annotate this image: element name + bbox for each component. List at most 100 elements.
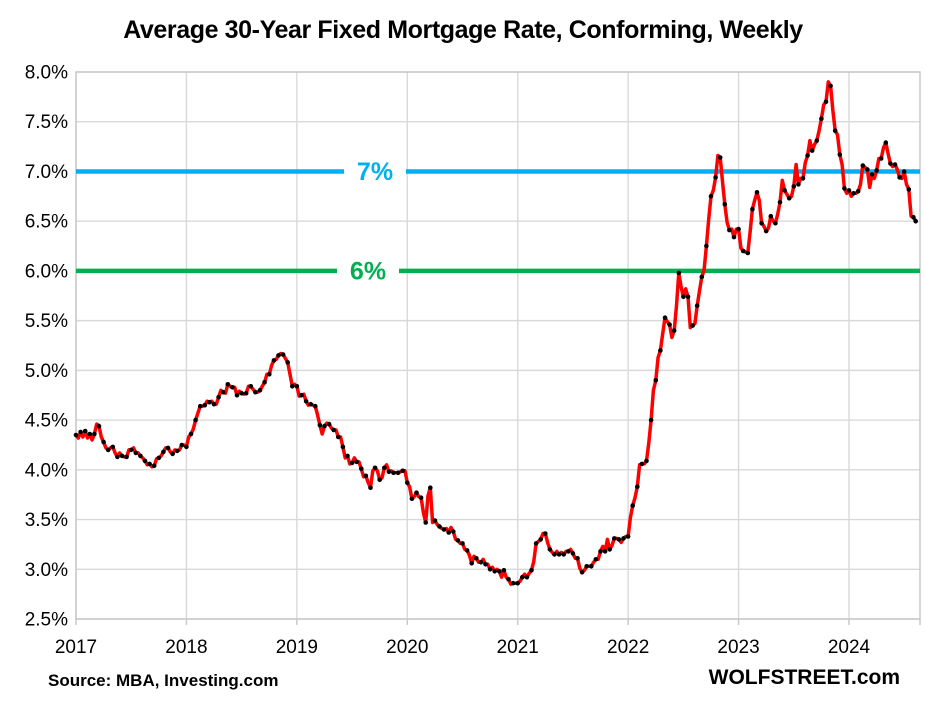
rate-marker [547, 547, 553, 552]
rate-marker [248, 384, 254, 389]
rate-marker [579, 570, 585, 575]
rate-marker [846, 188, 852, 193]
x-axis-label: 2018 [165, 637, 207, 658]
rate-marker [529, 568, 534, 573]
rate-marker [428, 485, 433, 491]
rate-marker [317, 422, 323, 428]
rate-marker [589, 564, 594, 569]
rate-marker [174, 448, 180, 454]
rate-marker [230, 385, 235, 390]
rate-marker [694, 303, 700, 309]
rate-marker [128, 447, 134, 453]
rate-marker [681, 294, 686, 300]
rate-marker [474, 556, 479, 561]
rate-marker [243, 390, 249, 396]
rate-marker [561, 552, 566, 557]
rate-marker [197, 403, 203, 409]
rate-marker [501, 568, 507, 573]
rate-marker [285, 360, 291, 365]
rate-marker [92, 431, 97, 437]
rate-marker [851, 191, 856, 196]
rate-marker [271, 358, 277, 363]
rate-marker [441, 527, 447, 532]
rate-marker [786, 196, 792, 201]
rate-marker [791, 184, 797, 189]
rate-marker [280, 352, 286, 357]
rate-marker [745, 250, 751, 256]
rate-marker [901, 169, 907, 174]
rate-marker [727, 227, 732, 233]
rate-marker [598, 549, 603, 554]
rate-marker [878, 156, 884, 161]
rate-marker [161, 449, 166, 455]
rate-marker [142, 458, 148, 464]
rate-marker [869, 172, 875, 177]
rate-marker [736, 226, 741, 232]
rate-marker [648, 417, 654, 423]
source-note: Source: MBA, Investing.com [48, 671, 279, 690]
rate-marker [602, 549, 608, 554]
rate-marker [78, 429, 83, 435]
rate-marker [340, 444, 346, 450]
rate-marker [363, 473, 369, 479]
rate-marker [110, 444, 116, 450]
rate-marker [165, 445, 171, 451]
rate-marker [685, 294, 691, 300]
y-axis-label: 2.5% [25, 610, 68, 631]
rate-marker [372, 465, 378, 471]
rate-marker [883, 140, 889, 145]
rate-marker [354, 459, 360, 465]
rate-marker [713, 175, 718, 180]
rate-marker [570, 551, 576, 556]
rate-marker [524, 574, 530, 580]
rate-marker [653, 378, 659, 383]
y-axis-label: 4.0% [25, 460, 68, 481]
rate-marker [156, 455, 162, 461]
rate-marker [345, 453, 350, 459]
rate-marker [566, 549, 571, 554]
rate-marker [460, 541, 465, 546]
rate-marker [805, 153, 810, 158]
rate-marker [188, 431, 194, 437]
rate-marker [322, 423, 327, 429]
rate-marker [133, 450, 139, 456]
rate-marker [193, 417, 198, 423]
rate-marker [906, 187, 912, 192]
x-axis-label: 2020 [386, 637, 428, 658]
rate-marker [782, 188, 787, 193]
rate-marker [644, 458, 649, 464]
rate-marker [740, 248, 746, 254]
rate-marker [400, 468, 406, 474]
rate-marker [777, 200, 783, 205]
rate-marker [621, 536, 626, 541]
x-axis-label: 2022 [607, 637, 649, 658]
rate-marker [147, 461, 152, 467]
rate-marker [911, 214, 916, 220]
rate-marker [515, 580, 520, 586]
rate-marker [409, 496, 415, 502]
rate-marker [837, 152, 843, 157]
rate-marker [773, 220, 778, 226]
rate-marker [639, 461, 645, 467]
rate-marker [510, 580, 516, 586]
rate-marker [543, 531, 548, 536]
rate-marker [119, 453, 125, 459]
watermark-wolfstreet: WOLFSTREET.com [708, 666, 900, 689]
rate-marker [819, 116, 824, 121]
rate-marker [446, 530, 452, 535]
rate-marker [860, 163, 866, 168]
x-axis-label: 2021 [497, 637, 539, 658]
rate-marker [635, 484, 640, 490]
rate-marker [759, 220, 764, 226]
rate-marker [506, 576, 511, 582]
rate-marker [179, 442, 185, 448]
rate-marker [386, 469, 392, 475]
rate-line [74, 80, 918, 586]
rate-marker [667, 322, 672, 327]
rate-marker [202, 402, 208, 408]
rate-marker [207, 399, 212, 405]
y-axis-label: 5.0% [25, 361, 68, 382]
rate-marker [913, 218, 918, 224]
rate-marker [170, 451, 175, 457]
